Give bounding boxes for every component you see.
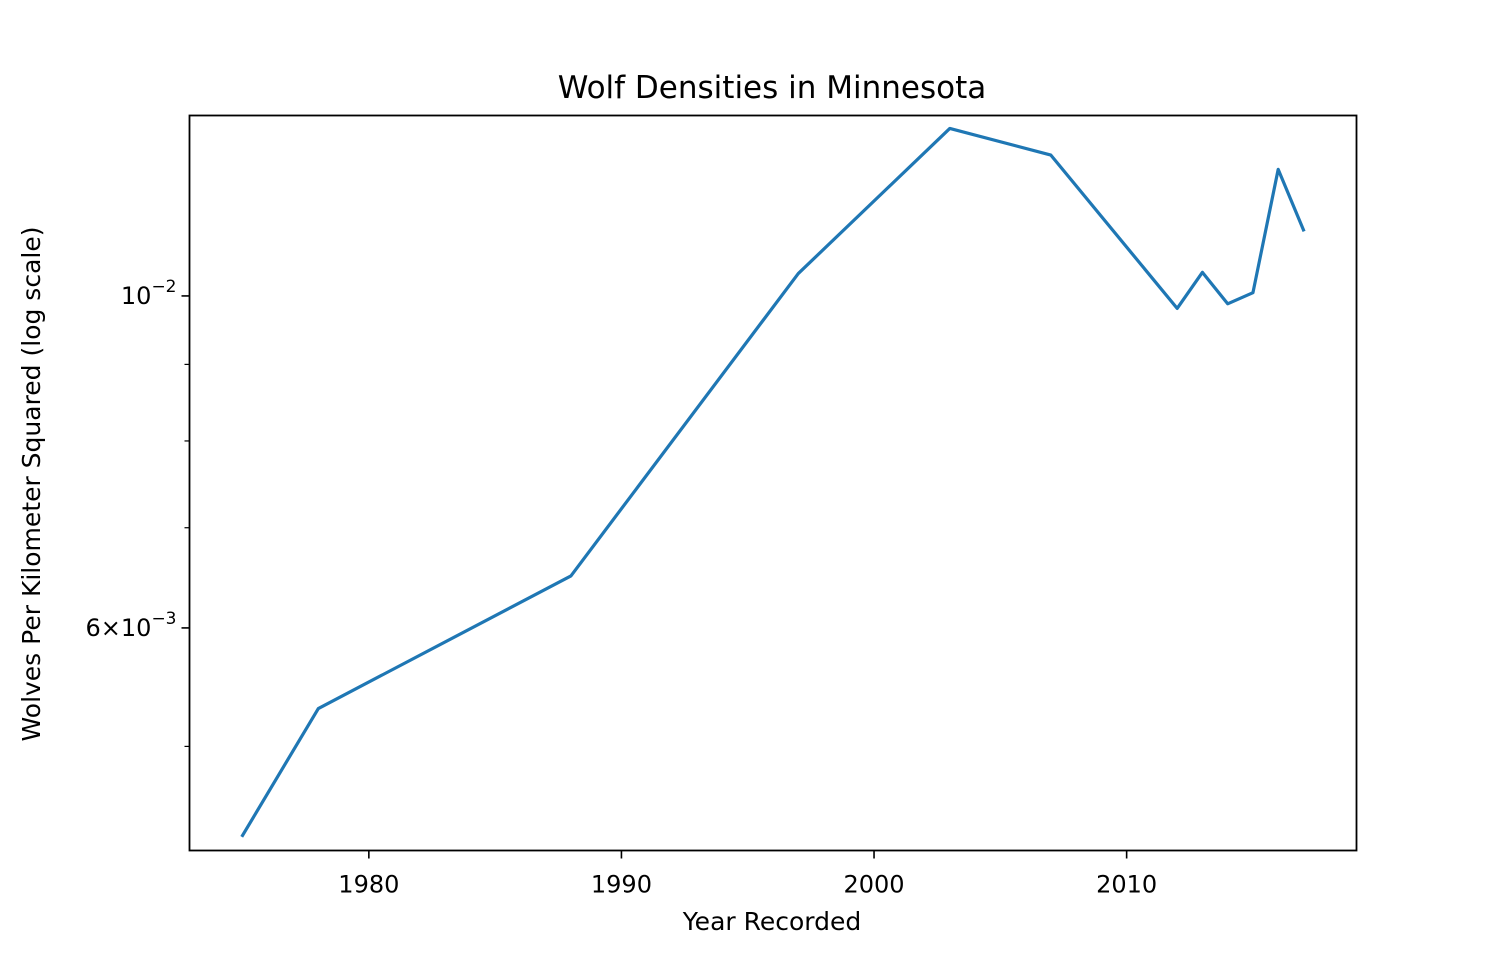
x-tick-label-1980: 1980 bbox=[338, 871, 399, 899]
y-tick-base-0: 6×10 bbox=[86, 614, 152, 642]
plot-frame bbox=[188, 114, 1358, 852]
series-line-0 bbox=[240, 126, 1306, 838]
x-axis-label: Year Recorded bbox=[682, 907, 862, 936]
y-tick-exp-1: −2 bbox=[151, 277, 176, 297]
y-tick-exp-0: −3 bbox=[151, 609, 176, 629]
x-tick-label-2000: 2000 bbox=[843, 871, 904, 899]
chart-title: Wolf Densities in Minnesota bbox=[558, 70, 987, 106]
y-axis-label: Wolves Per Kilometer Squared (log scale) bbox=[17, 227, 46, 742]
x-tick-label-1990: 1990 bbox=[591, 871, 652, 899]
y-tick-label-0: 6×10−3 bbox=[86, 609, 177, 642]
x-tick-label-2010: 2010 bbox=[1096, 871, 1157, 899]
y-tick-label-1: 10−2 bbox=[121, 277, 177, 310]
y-tick-base-1: 10 bbox=[121, 282, 152, 310]
chart-marks: 1980 1990 2000 2010 6×10−3 10−2 bbox=[86, 126, 1306, 899]
